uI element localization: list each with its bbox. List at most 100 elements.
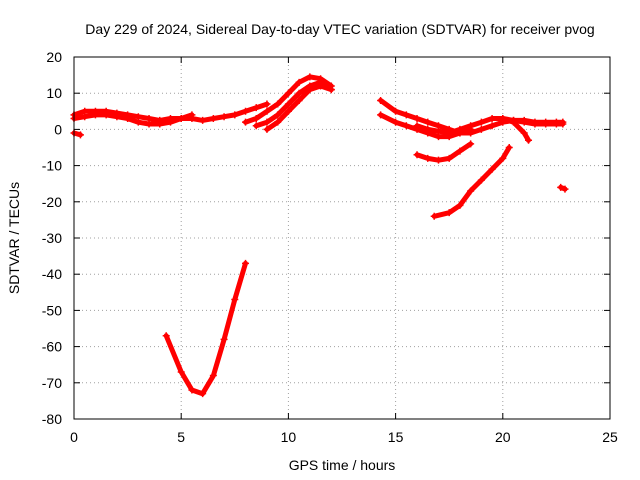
series-track-4 (163, 260, 248, 397)
data-point (162, 332, 170, 340)
data-point (252, 104, 260, 112)
y-tick-label: 20 (46, 49, 62, 65)
data-point (231, 296, 239, 304)
data-point (317, 82, 325, 90)
data-point (456, 201, 464, 209)
y-tick-label: -10 (42, 158, 62, 174)
x-tick-label: 25 (602, 429, 618, 445)
y-tick-label: -30 (42, 230, 62, 246)
x-tick-label: 20 (495, 429, 511, 445)
data-point (477, 118, 485, 126)
data-point (402, 111, 410, 119)
data-point (520, 129, 528, 137)
data-point (377, 111, 385, 119)
data-point (177, 115, 185, 123)
data-point (424, 154, 432, 162)
data-point (488, 165, 496, 173)
data-point (434, 127, 442, 135)
data-series (70, 73, 569, 398)
data-point (134, 118, 142, 126)
data-point (199, 116, 207, 124)
x-tick-label: 5 (177, 429, 185, 445)
data-point (199, 390, 207, 398)
y-tick-label: -50 (42, 302, 62, 318)
data-point (242, 118, 250, 126)
data-point (413, 151, 421, 159)
data-point (220, 335, 228, 343)
data-point (274, 111, 282, 119)
data-point (542, 120, 550, 128)
data-point (552, 120, 560, 128)
data-point (263, 107, 271, 115)
data-point (284, 100, 292, 108)
data-point (76, 131, 84, 139)
data-point (263, 125, 271, 133)
data-point (124, 115, 132, 123)
data-point (274, 100, 282, 108)
x-tick-label: 15 (388, 429, 404, 445)
data-point (430, 212, 438, 220)
data-point (499, 154, 507, 162)
y-tick-label: -20 (42, 194, 62, 210)
data-point (242, 259, 250, 267)
data-point (252, 122, 260, 130)
data-point (525, 136, 533, 144)
data-point (445, 209, 453, 217)
y-tick-label: 10 (46, 85, 62, 101)
data-point (284, 107, 292, 115)
data-point (531, 120, 539, 128)
data-point (559, 120, 567, 128)
data-point (402, 122, 410, 130)
data-point (220, 113, 228, 121)
series-track-13 (500, 116, 531, 143)
data-point (456, 125, 464, 133)
data-point (242, 107, 250, 115)
data-point (467, 122, 475, 130)
data-point (252, 115, 260, 123)
y-tick-label: -80 (42, 411, 62, 427)
data-point (284, 89, 292, 97)
data-point (263, 100, 271, 108)
y-tick-label: -60 (42, 339, 62, 355)
data-point (306, 73, 314, 81)
data-point (145, 120, 153, 128)
data-point (113, 113, 121, 121)
data-point (209, 115, 217, 123)
data-point (156, 120, 164, 128)
x-axis-label: GPS time / hours (289, 457, 396, 473)
x-tick-label: 10 (281, 429, 297, 445)
data-point (467, 140, 475, 148)
data-point (295, 96, 303, 104)
y-tick-label: -70 (42, 375, 62, 391)
data-point (510, 118, 518, 126)
data-point (209, 372, 217, 380)
data-point (188, 386, 196, 394)
data-point (505, 144, 513, 151)
data-point (177, 368, 185, 376)
data-point (424, 125, 432, 133)
data-point (188, 111, 196, 119)
data-point (102, 111, 110, 119)
data-point (520, 118, 528, 126)
data-point (392, 107, 400, 115)
series-track-12 (431, 145, 512, 219)
data-point (445, 129, 453, 137)
x-tick-label: 0 (70, 429, 78, 445)
data-point (274, 118, 282, 126)
data-point (557, 183, 565, 191)
chart-title: Day 229 of 2024, Sidereal Day-to-day VTE… (85, 21, 594, 37)
data-point (477, 176, 485, 184)
y-tick-label: 0 (54, 121, 62, 137)
data-point (263, 118, 271, 126)
data-point (231, 111, 239, 119)
data-point (434, 156, 442, 164)
data-point (166, 118, 174, 126)
data-point (499, 115, 507, 123)
data-point (445, 154, 453, 162)
axis-ticks: 0 5 10 15 20 25 20 10 0 -10 -20 -30 -40 -50 -60 -70 -80 (42, 49, 618, 445)
data-point (467, 187, 475, 195)
data-point (377, 96, 385, 104)
data-point (81, 113, 89, 121)
